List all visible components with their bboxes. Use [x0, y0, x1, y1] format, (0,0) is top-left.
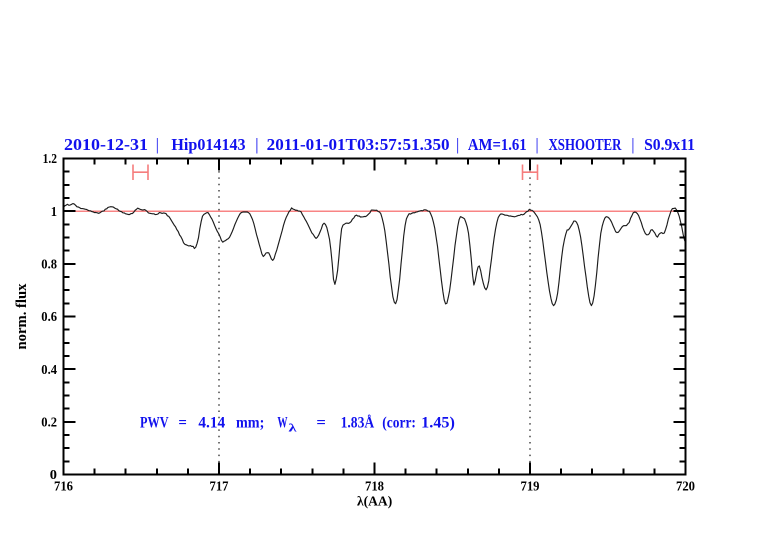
svg-text:2010-12-31: 2010-12-31	[64, 135, 148, 154]
svg-text:0.2: 0.2	[41, 416, 57, 431]
svg-text:Hip014143: Hip014143	[171, 135, 245, 154]
svg-text:|: |	[536, 135, 539, 154]
svg-text:1.45): 1.45)	[421, 415, 455, 432]
svg-text:W: W	[277, 415, 287, 432]
svg-text:PWV: PWV	[140, 415, 169, 432]
svg-text:1.2: 1.2	[43, 152, 57, 167]
svg-text:0.8: 0.8	[41, 258, 57, 273]
svg-text:716: 716	[54, 480, 73, 495]
svg-text:0.4: 0.4	[41, 363, 57, 378]
svg-text:=: =	[178, 415, 187, 432]
svg-text:XSHOOTER: XSHOOTER	[549, 135, 623, 154]
svg-text:717: 717	[210, 480, 229, 495]
svg-text:norm. flux: norm. flux	[14, 283, 30, 349]
svg-text:0: 0	[50, 468, 57, 483]
svg-text:1.83Å: 1.83Å	[341, 414, 375, 432]
svg-text:|: |	[456, 135, 459, 154]
svg-text:718: 718	[365, 480, 384, 495]
svg-text:720: 720	[676, 480, 695, 495]
svg-text:=: =	[316, 415, 326, 432]
svg-text:AM=1.61: AM=1.61	[468, 135, 527, 154]
svg-text:719: 719	[521, 480, 540, 495]
svg-text:|: |	[156, 135, 159, 154]
svg-text:|: |	[256, 135, 259, 154]
svg-text:λ: λ	[289, 423, 297, 435]
svg-text:λ(AA): λ(AA)	[357, 495, 393, 510]
svg-text:4.14: 4.14	[198, 415, 225, 432]
svg-text:(corr:: (corr:	[382, 415, 416, 432]
svg-text:|: |	[632, 135, 635, 154]
svg-text:S0.9x11: S0.9x11	[644, 135, 695, 154]
svg-text:2011-01-01T03:57:51.350: 2011-01-01T03:57:51.350	[267, 135, 450, 154]
svg-text:0.6: 0.6	[41, 310, 57, 325]
svg-text:mm;: mm;	[236, 415, 264, 432]
svg-text:1: 1	[51, 205, 57, 220]
